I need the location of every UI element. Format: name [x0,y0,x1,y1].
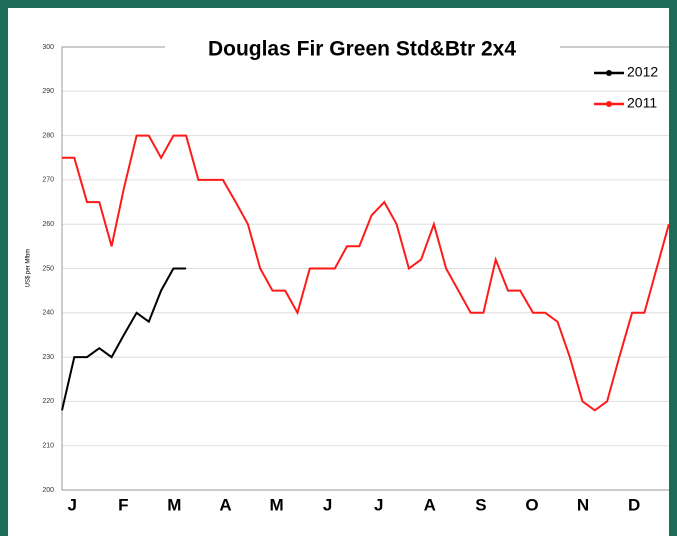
x-tick-label: D [628,495,640,514]
chart-title: Douglas Fir Green Std&Btr 2x4 [208,38,516,61]
y-tick-label: 200 [42,487,54,494]
x-tick-label: A [219,495,231,514]
title-bg [165,36,560,62]
series-line [61,267,187,411]
x-tick-label: M [269,495,283,514]
x-tick-label: F [118,495,128,514]
y-tick-label: 300 [42,44,54,51]
y-tick-label: 230 [42,354,54,361]
y-tick-label: 260 [42,221,54,228]
x-tick-label: S [475,495,486,514]
x-tick-label: J [67,495,76,514]
x-tick-label: N [577,495,589,514]
y-tick-label: 240 [42,310,54,317]
y-tick-label: 270 [42,177,54,184]
x-tick-label: J [374,495,383,514]
legend-marker [606,70,612,76]
x-tick-label: A [424,495,436,514]
x-tick-label: O [525,495,538,514]
legend-label: 2012 [627,64,658,80]
y-tick-label: 290 [42,88,54,95]
x-tick-label: J [323,495,332,514]
x-tick-label: M [167,495,181,514]
y-axis-label: US$ per Mfbm [26,249,32,288]
y-tick-label: 220 [42,398,54,405]
y-tick-label: 280 [42,132,54,139]
legend-marker [606,101,612,107]
legend-label: 2011 [627,95,657,111]
y-tick-label: 210 [42,443,54,450]
series-line [62,134,669,412]
y-tick-label: 250 [42,265,54,272]
